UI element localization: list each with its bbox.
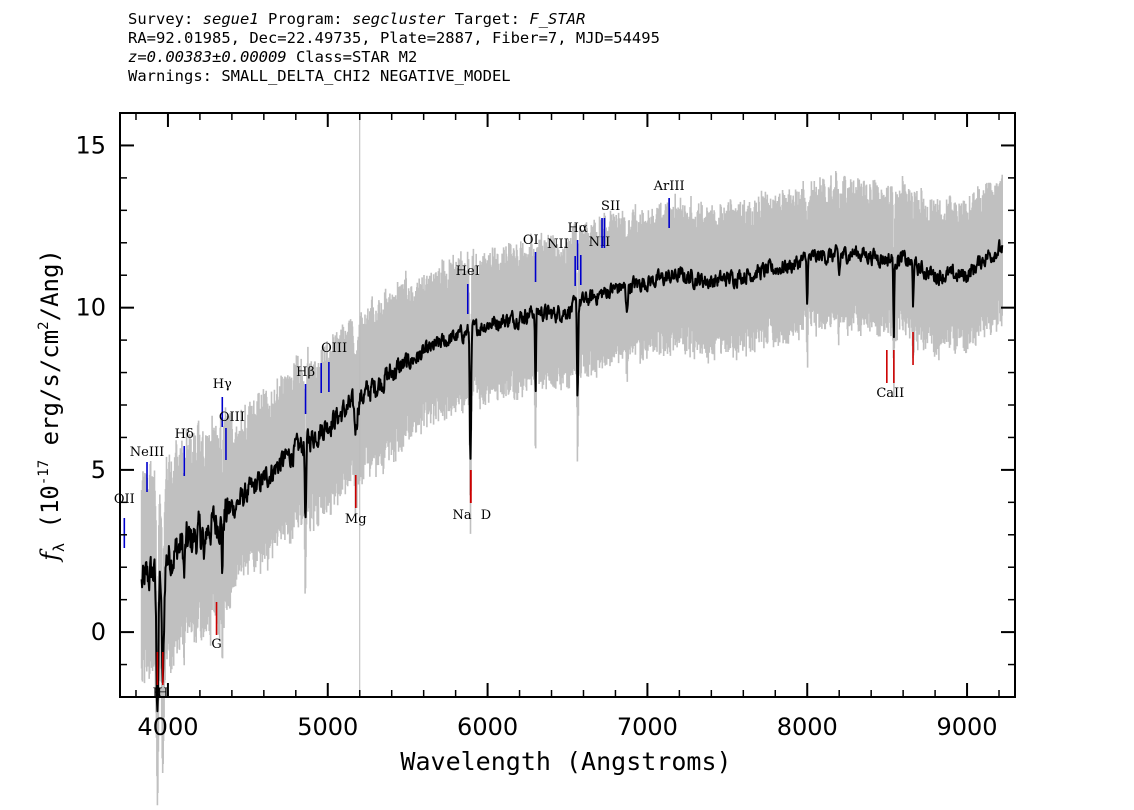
target-label: Target: xyxy=(445,10,530,28)
emission-line-label: OII xyxy=(114,492,135,507)
survey-value: segue1 xyxy=(202,10,259,28)
x-tick-label: 8000 xyxy=(777,713,838,741)
emission-line-label: Hβ xyxy=(296,365,315,380)
absorption-line-label: CaII xyxy=(876,386,904,401)
error-band-layer xyxy=(140,113,1003,806)
header-line-survey: Survey: segue1 Program: segcluster Targe… xyxy=(128,10,828,29)
header-line-redshift: z=0.00383±0.00009 Class=STAR M2 xyxy=(128,48,828,67)
emission-line-label: HeI xyxy=(456,264,480,279)
emission-line-label: SII xyxy=(601,199,620,214)
emission-line-label: Hδ xyxy=(175,427,194,442)
absorption-line-label: Mg xyxy=(345,512,367,527)
class-value: Class=STAR M2 xyxy=(286,48,418,66)
emission-line-label: NII xyxy=(547,237,569,252)
spectrum-header: Survey: segue1 Program: segcluster Targe… xyxy=(128,10,828,86)
survey-label: Survey: xyxy=(128,10,203,28)
x-tick-label: 6000 xyxy=(457,713,518,741)
x-tick-label: 9000 xyxy=(937,713,998,741)
header-line-warnings: Warnings: SMALL_DELTA_CHI2 NEGATIVE_MODE… xyxy=(128,67,511,85)
emission-line-label: OIII xyxy=(321,341,347,356)
emission-line-label: NII xyxy=(589,235,611,250)
emission-line-label: OIII xyxy=(219,410,245,425)
program-value: segcluster xyxy=(351,10,446,28)
emission-line-label: NeIII xyxy=(130,445,164,460)
x-tick-label: 7000 xyxy=(617,713,678,741)
absorption-line-label: Na xyxy=(452,508,471,523)
axes-layer: 4000 5000 6000 7000 8000 9000 0 5 10 15 fλ (10-17 … xyxy=(36,112,1016,741)
y-axis-label: fλ (10-17 erg/s/cm2/Ang) xyxy=(36,249,68,563)
absorption-line-label: H xyxy=(157,686,168,701)
emission-line-label: Hα xyxy=(568,221,588,236)
header-line-coordinates: RA=92.01985, Dec=22.49735, Plate=2887, F… xyxy=(128,29,660,47)
flux-series-line xyxy=(140,239,1004,713)
emission-line-label: Hγ xyxy=(213,377,232,392)
x-tick-label: 4000 xyxy=(137,713,198,741)
y-tick-label: 15 xyxy=(75,131,106,159)
emission-line-label: OI xyxy=(523,233,539,248)
absorption-line-label: G xyxy=(211,637,221,652)
emission-line-label: ArIII xyxy=(653,179,685,194)
absorption-line-label: D xyxy=(481,508,491,523)
flux-layer xyxy=(140,239,1004,713)
y-tick-label: 0 xyxy=(91,618,106,646)
program-label: Program: xyxy=(258,10,352,28)
error-band xyxy=(140,171,1003,806)
absorption-line-label: K xyxy=(153,686,163,701)
x-axis-label: Wavelength (Angstroms) xyxy=(400,747,731,776)
y-tick-label: 10 xyxy=(75,294,106,322)
redshift-value: z=0.00383±0.00009 xyxy=(128,48,287,66)
target-value: F_STAR xyxy=(529,10,586,28)
y-tick-label: 5 xyxy=(91,456,106,484)
x-tick-label: 5000 xyxy=(297,713,358,741)
